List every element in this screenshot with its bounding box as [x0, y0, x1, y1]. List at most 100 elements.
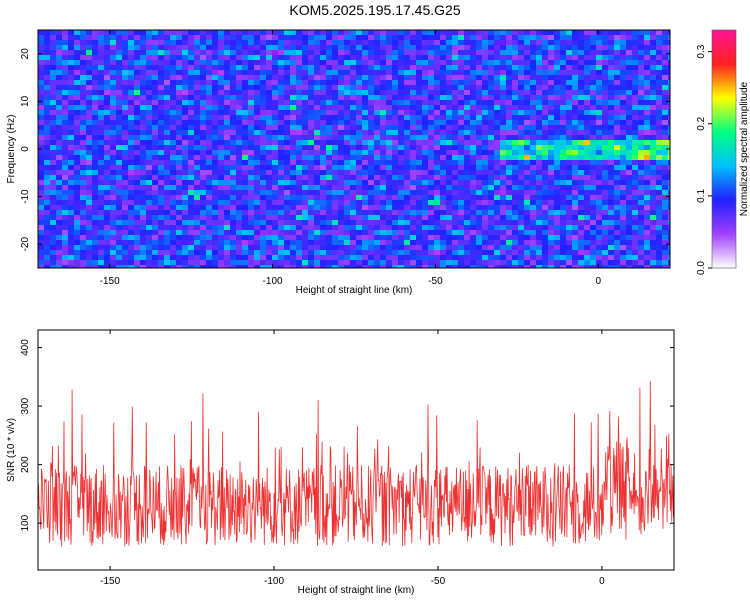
spectrogram-cell [320, 250, 327, 256]
spectrogram-cell [650, 220, 657, 226]
spectrogram-cell [638, 175, 645, 181]
spectrogram-cell [518, 40, 525, 46]
spectrogram-cell [122, 180, 129, 186]
spectrogram-cell [434, 60, 441, 66]
spectrogram-cell [164, 200, 171, 206]
spectrogram-cell [392, 165, 399, 171]
spectrogram-cell [200, 55, 207, 61]
spectrogram-cell [182, 160, 189, 166]
spectrogram-cell [524, 70, 531, 76]
spectrogram-cell [578, 190, 585, 196]
spectrogram-cell [350, 100, 357, 106]
spectrogram-cell [230, 120, 237, 126]
spectrogram-cell [344, 120, 351, 126]
spectrogram-cell [638, 165, 645, 171]
spectrogram-cell [302, 50, 309, 56]
spectrogram-cell [596, 215, 603, 221]
spectrogram-cell [320, 180, 327, 186]
spectrogram-cell [464, 50, 471, 56]
spectrogram-cell [392, 65, 399, 71]
spectrogram-cell [206, 150, 213, 156]
spectrogram-cell [542, 105, 549, 111]
spectrogram-cell [350, 70, 357, 76]
spectrogram-cell [614, 135, 621, 141]
spectrogram-cell [458, 145, 465, 151]
spectrogram-cell [158, 260, 165, 266]
spectrogram-cell [410, 195, 417, 201]
spectrogram-cell [122, 40, 129, 46]
spectrogram-cell [104, 110, 111, 116]
spectrogram-cell [254, 210, 261, 216]
spectrogram-cell [476, 45, 483, 51]
spectrogram-cell [206, 100, 213, 106]
spectrogram-cell [332, 225, 339, 231]
spectrogram-cell [164, 240, 171, 246]
spectrogram-cell [428, 115, 435, 121]
spectrogram-cell [524, 180, 531, 186]
spectrogram-cell [266, 145, 273, 151]
spectrogram-cell [68, 205, 75, 211]
spectrogram-cell [590, 60, 597, 66]
spectrogram-cell [416, 60, 423, 66]
spectrogram-cell [620, 175, 627, 181]
spectrogram-cell [188, 205, 195, 211]
spectrogram-cell [506, 155, 513, 161]
spectrogram-cell [410, 250, 417, 256]
spectrogram-cell [194, 220, 201, 226]
spectrogram-cell [218, 120, 225, 126]
spectrogram-cell [590, 125, 597, 131]
spectrogram-cell [446, 90, 453, 96]
spectrogram-cell [308, 160, 315, 166]
spectrogram-cell [512, 135, 519, 141]
spectrogram-cell [428, 220, 435, 226]
spectrogram-cell [488, 55, 495, 61]
spectrogram-cell [62, 150, 69, 156]
spectrogram-cell [476, 170, 483, 176]
spectrogram-cell [668, 30, 670, 36]
spectrogram-cell [488, 45, 495, 51]
spectrogram-cell [314, 195, 321, 201]
spectrogram-cell [194, 115, 201, 121]
spectrogram-cell [122, 235, 129, 241]
spectrogram-cell [74, 225, 81, 231]
spectrogram-cell [242, 75, 249, 81]
spectrogram-cell [584, 30, 591, 36]
spectrogram-cell [446, 130, 453, 136]
spectrogram-cell [638, 65, 645, 71]
spectrogram-cell [296, 215, 303, 221]
spectrogram-cell [374, 230, 381, 236]
spectrogram-cell [218, 255, 225, 261]
spectrogram-cell [290, 235, 297, 241]
spectrogram-cell [518, 65, 525, 71]
spectrogram-cell [476, 40, 483, 46]
spectrogram-cell [494, 160, 501, 166]
spectrogram-cell [230, 35, 237, 41]
spectrogram-cell [578, 140, 585, 146]
spectrogram-cell [464, 255, 471, 261]
spectrogram-cell [614, 225, 621, 231]
spectrogram-cell [218, 160, 225, 166]
spectrogram-cell [110, 235, 117, 241]
spectrogram-cell [326, 170, 333, 176]
spectrogram-cell [518, 260, 525, 266]
spectrogram-cell [98, 40, 105, 46]
spectrogram-cell [56, 100, 63, 106]
spectrogram-cell [416, 155, 423, 161]
spectrogram-cell [50, 150, 57, 156]
spectrogram-cell [506, 210, 513, 216]
spectrogram-cell [524, 105, 531, 111]
spectrogram-cell [422, 125, 429, 131]
spectrogram-cell [398, 60, 405, 66]
spectrogram-cell [278, 200, 285, 206]
spectrogram-cell [422, 100, 429, 106]
spectrogram-cell [74, 200, 81, 206]
spectrogram-cell [428, 125, 435, 131]
spectrogram-cell [422, 215, 429, 221]
spectrogram-cell [266, 50, 273, 56]
spectrogram-cell [224, 105, 231, 111]
spectrogram-cell [326, 115, 333, 121]
spectrogram-cell [542, 150, 549, 156]
spectrogram-cell [374, 90, 381, 96]
spectrogram-cell [236, 120, 243, 126]
spectrogram-cell [452, 65, 459, 71]
